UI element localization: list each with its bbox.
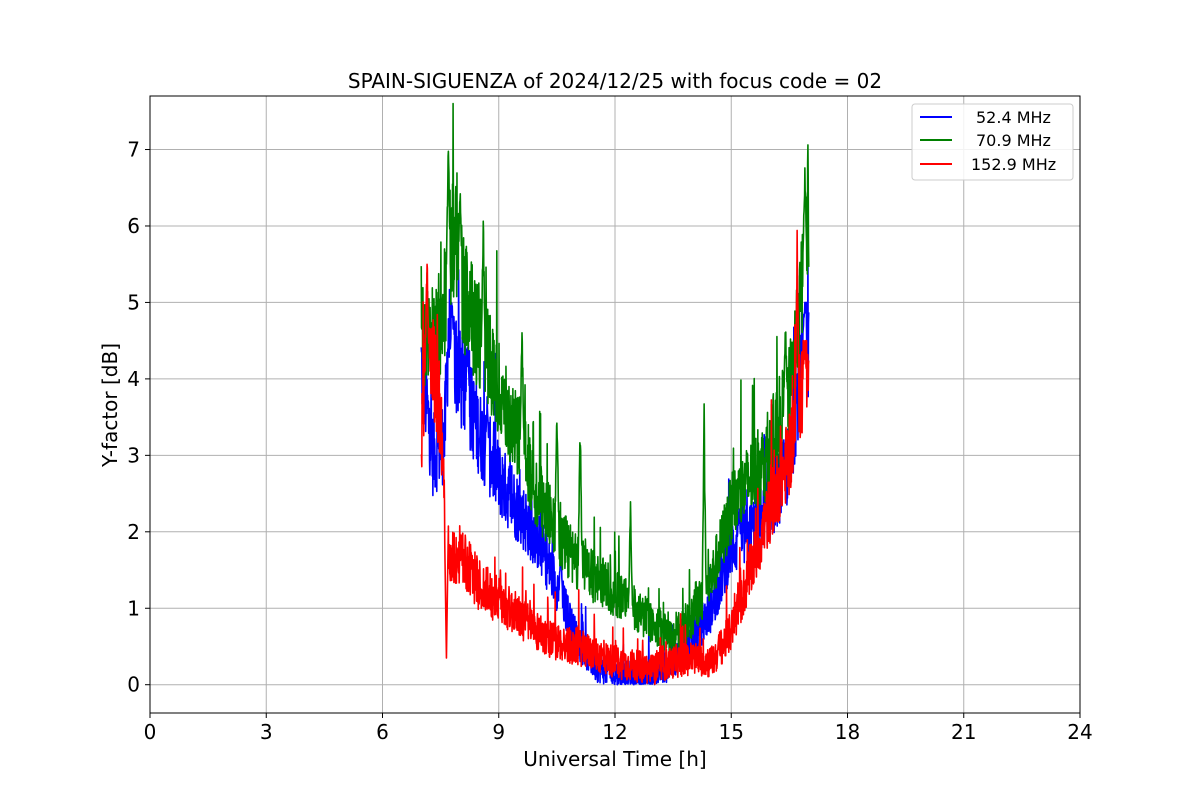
y-tick-label: 5 — [127, 290, 140, 314]
y-tick-label: 4 — [127, 367, 140, 391]
y-tick-label: 2 — [127, 520, 140, 544]
y-tick-label: 7 — [127, 138, 140, 162]
x-tick-label: 18 — [835, 720, 860, 744]
chart-title: SPAIN-SIGUENZA of 2024/12/25 with focus … — [348, 69, 882, 93]
grid — [149, 96, 1081, 713]
x-tick-label: 12 — [602, 720, 627, 744]
y-tick-label: 0 — [127, 673, 140, 697]
legend-label-152-9: 152.9 MHz — [971, 155, 1056, 174]
series-layer — [420, 102, 810, 686]
series-line-3 — [420, 229, 810, 686]
x-tick-label: 0 — [144, 720, 157, 744]
y-tick-label: 6 — [127, 214, 140, 238]
x-tick-label: 15 — [719, 720, 744, 744]
x-tick-label: 9 — [492, 720, 505, 744]
legend-label-52-4: 52.4 MHz — [976, 108, 1051, 127]
y-tick-label: 3 — [127, 443, 140, 467]
y-axis-label: Y-factor [dB] — [98, 343, 122, 468]
legend-box — [911, 103, 1074, 181]
x-tick-label: 3 — [260, 720, 273, 744]
x-axis-label: Universal Time [h] — [523, 747, 706, 771]
x-tick-label: 24 — [1067, 720, 1092, 744]
y-tick-label: 1 — [127, 596, 140, 620]
series-line-1 — [420, 243, 810, 686]
x-tick-label: 6 — [376, 720, 389, 744]
legend: 52.4 MHz 70.9 MHz 152.9 MHz — [911, 103, 1074, 181]
x-tick-label: 21 — [951, 720, 976, 744]
series-line-2 — [420, 102, 810, 656]
legend-label-70-9: 70.9 MHz — [976, 131, 1051, 150]
